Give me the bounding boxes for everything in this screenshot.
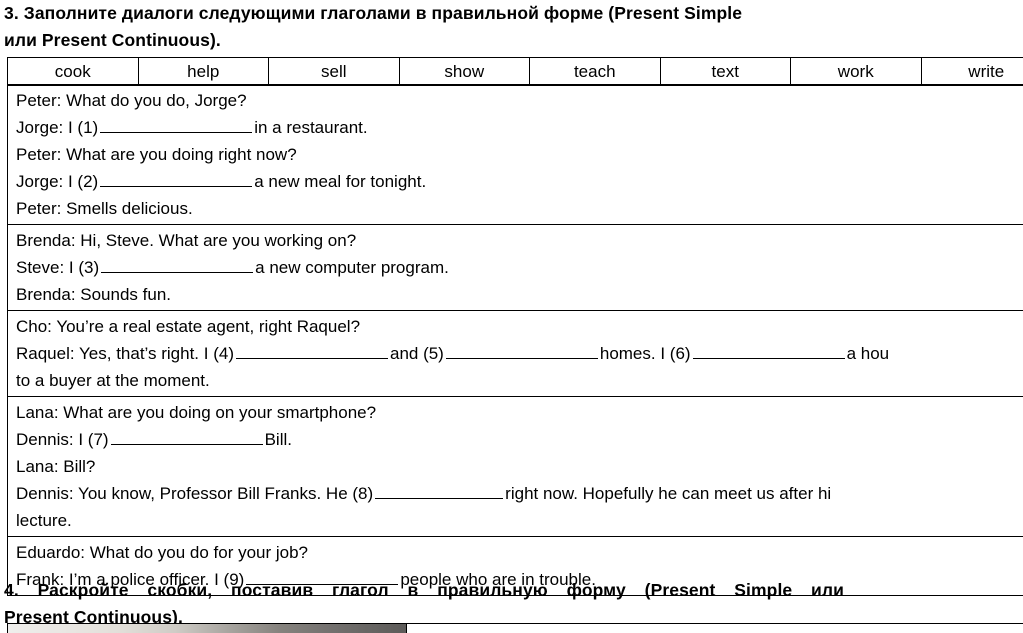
dialogue-3-line-1: Cho: You’re a real estate agent, right R… [16,317,361,336]
dialogue-5-line-1: Eduardo: What do you do for your job? [16,543,309,562]
line-text-pre: Raquel: Yes, that’s right. I (4) [16,344,234,363]
dialogue-cell-2: Brenda: Hi, Steve. What are you working … [7,224,1023,311]
word-bank-cell-work: work [790,57,922,86]
word-bank-cell-teach: teach [529,57,661,86]
dialogue-3-line-3: to a buyer at the moment. [16,371,210,390]
answer-blank-6[interactable] [692,341,845,359]
dialogue-4-line-1: Lana: What are you doing on your smartph… [16,403,377,422]
dialogue-row-5: Eduardo: What do you do for your job? Fr… [7,536,1023,596]
dialogue-row-2: Brenda: Hi, Steve. What are you working … [7,224,1023,311]
image-cell [7,623,407,633]
dialogue-cell-3: Cho: You’re a real estate agent, right R… [7,310,1023,397]
word-bank-cell-help: help [137,57,269,86]
line-text-post: Bill. [264,430,292,449]
dialogue-4-line-2: Dennis: I (7) Bill. [16,426,1023,453]
task-4-table-cutoff [7,623,1023,633]
dialogue-row-1: Peter: What do you do, Jorge? Jorge: I (… [7,84,1023,225]
line-text-post: a hou [846,344,890,363]
dialogue-2-line-2: Steve: I (3) a new computer program. [16,254,1023,281]
answer-blank-8[interactable] [375,481,504,499]
line-text-pre: Steve: I (3) [16,258,100,277]
dialogue-4-line-5: lecture. [16,511,72,530]
line-text-pre: Dennis: You know, Professor Bill Franks.… [16,484,374,503]
task-4-heading-line-1: 4. Раскройте скобки, поставив глагол в п… [4,580,844,600]
word-bank-cell-write: write [920,57,1023,86]
dialogue-1-line-3: Peter: What are you doing right now? [16,145,297,164]
answer-blank-3[interactable] [101,255,254,273]
task-3-heading-line-2: или Present Continuous). [4,30,221,50]
answer-blank-5[interactable] [445,341,598,359]
answer-blank-1[interactable] [100,115,253,133]
line-text-post: right now. Hopefully he can meet us afte… [505,484,832,503]
answer-blank-7[interactable] [110,427,263,445]
dialogue-cell-4: Lana: What are you doing on your smartph… [7,396,1023,537]
line-text-post: people who are in trouble. [400,570,596,589]
task-3-heading-line-1: 3. Заполните диалоги следующими глаголам… [4,3,743,23]
line-text-pre: Jorge: I (1) [16,118,99,137]
word-bank-cell-sell: sell [268,57,400,86]
dialogue-1-line-5: Peter: Smells delicious. [16,199,193,218]
grayscale-image [8,624,406,633]
line-text-pre: Jorge: I (2) [16,172,99,191]
dialogue-cell-1: Peter: What do you do, Jorge? Jorge: I (… [7,84,1023,225]
line-text-post: a new meal for tonight. [254,172,427,191]
line-text-mid-2: homes. I (6) [599,344,691,363]
task-4-heading: 4. Раскройте скобки, поставив глагол в п… [0,577,1020,631]
answer-blank-9[interactable] [246,567,399,585]
word-bank-cell-show: show [398,57,530,86]
word-bank-cell-cook: cook [7,57,139,86]
word-bank-table: cook help sell show teach text work writ… [7,57,1023,86]
line-text-pre: Frank: I’m a police officer. I (9) [16,570,245,589]
dialogue-1-line-2: Jorge: I (1) in a restaurant. [16,114,1023,141]
word-bank-cell-text: text [659,57,791,86]
dialogue-row-3: Cho: You’re a real estate agent, right R… [7,310,1023,397]
dialogue-4-line-3: Lana: Bill? [16,457,96,476]
line-text-pre: Dennis: I (7) [16,430,109,449]
line-text-post: a new computer program. [255,258,449,277]
dialogue-row-4: Lana: What are you doing on your smartph… [7,396,1023,537]
dialogue-2-line-1: Brenda: Hi, Steve. What are you working … [16,231,357,250]
dialogue-cell-5: Eduardo: What do you do for your job? Fr… [7,536,1023,596]
dialogue-5-line-2: Frank: I’m a police officer. I (9) people… [16,566,1023,593]
line-text-mid: and (5) [389,344,444,363]
dialogue-2-line-3: Brenda: Sounds fun. [16,285,172,304]
dialogue-1-line-1: Peter: What do you do, Jorge? [16,91,247,110]
line-text-post: in a restaurant. [254,118,368,137]
word-bank-row: cook help sell show teach text work writ… [7,57,1023,86]
answer-blank-2[interactable] [100,169,253,187]
dialogue-1-line-4: Jorge: I (2) a new meal for tonight. [16,168,1023,195]
dialogue-4-line-4: Dennis: You know, Professor Bill Franks.… [16,480,1023,507]
dialogues-table: Peter: What do you do, Jorge? Jorge: I (… [7,84,1023,596]
task-3-heading: 3. Заполните диалоги следующими глаголам… [0,0,1020,54]
dialogue-3-line-2: Raquel: Yes, that’s right. I (4) and (5) h… [16,340,1023,367]
table-row [7,623,1023,633]
answer-blank-4[interactable] [235,341,388,359]
task-4-heading-line-2: Present Continuous). [4,607,183,627]
empty-cell [406,623,1023,633]
